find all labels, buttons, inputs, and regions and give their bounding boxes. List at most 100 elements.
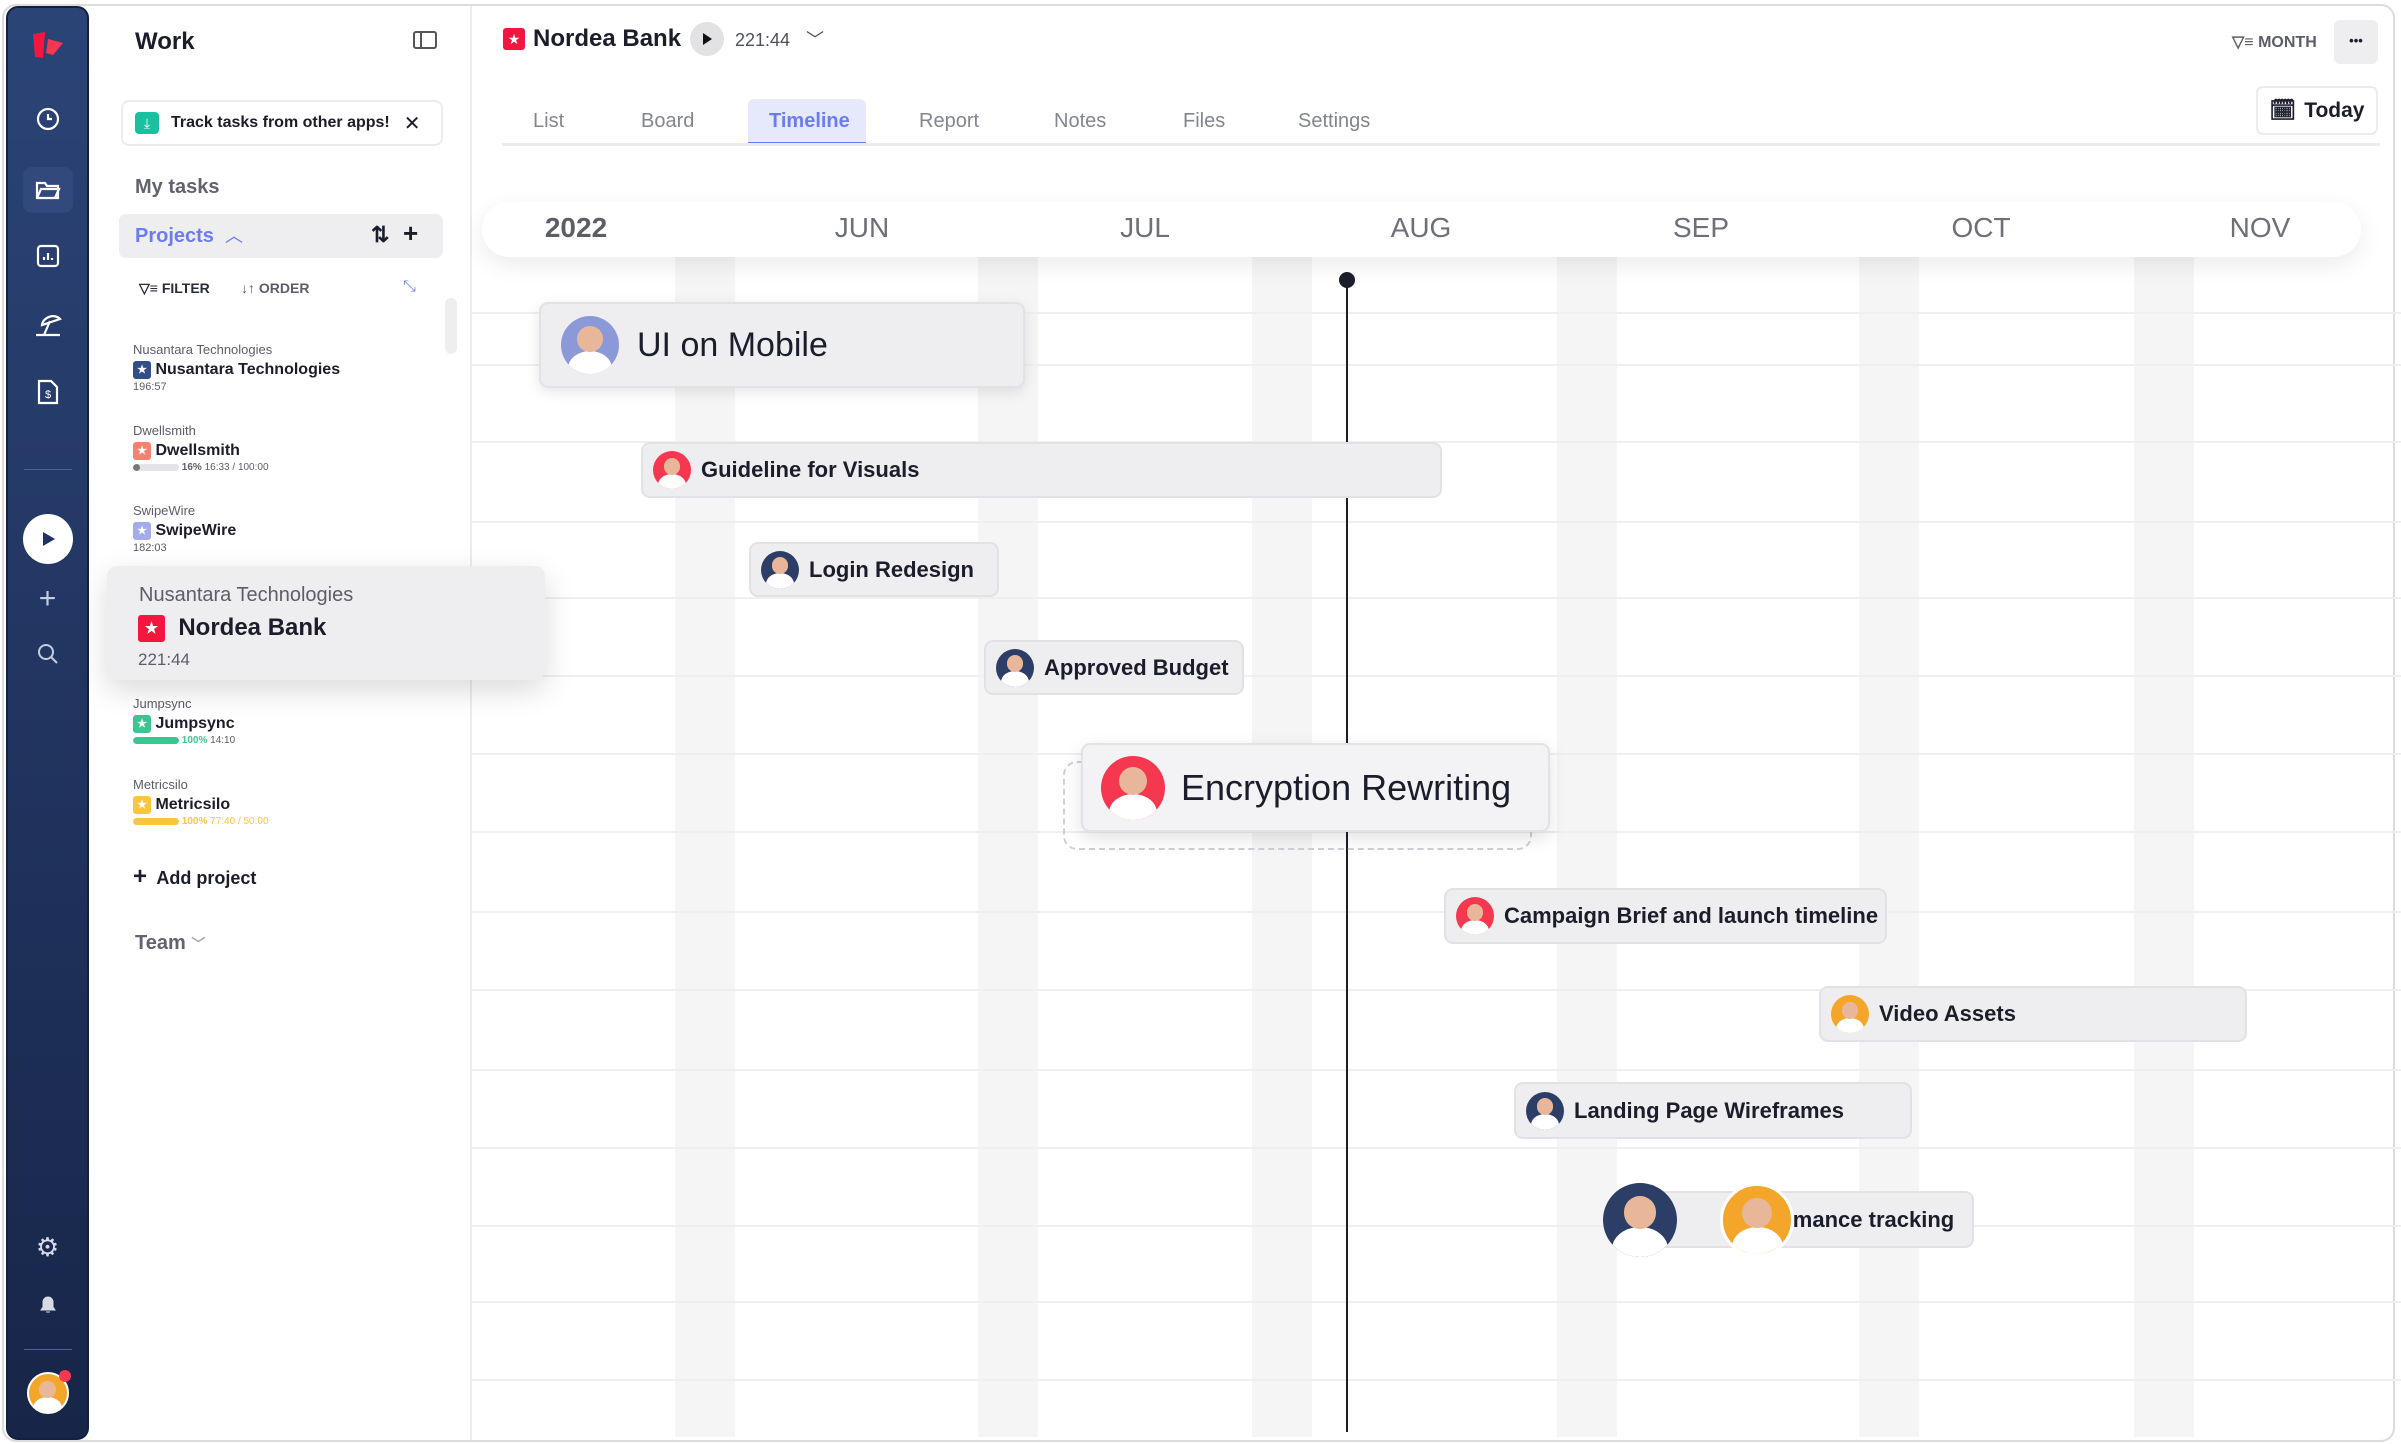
task-bar[interactable]: Video Assets [1819, 986, 2247, 1042]
project-time: 221:44 [138, 650, 190, 669]
star-icon: ★ [133, 715, 151, 733]
month-label: NOV [2229, 212, 2291, 243]
project-time: 196:57 [133, 381, 167, 394]
project-item[interactable]: Metricsilo ★ Metricsilo 100% 77:40 / 50:… [133, 777, 269, 827]
project-item[interactable]: Jumpsync ★ Jumpsync 100% 14:10 [133, 696, 235, 746]
project-item[interactable]: Dwellsmith ★ Dwellsmith 16% 16:33 / 100:… [133, 423, 269, 473]
task-bar[interactable]: Campaign Brief and launch timeline [1444, 888, 1887, 944]
today-marker [1339, 272, 1355, 288]
folder-icon[interactable] [22, 167, 73, 213]
project-item-dragging[interactable]: Nusantara Technologies ★ Nordea Bank 221… [107, 566, 545, 680]
tab-notes[interactable]: Notes [1054, 110, 1107, 132]
order-button[interactable]: ↓↑ ORDER [241, 280, 310, 296]
clock-icon[interactable] [35, 106, 61, 136]
star-icon: ★ [133, 522, 151, 540]
task-bar[interactable]: Approved Budget [984, 640, 1244, 695]
today-button[interactable]: 🗓 Today [2256, 86, 2378, 135]
play-icon[interactable] [22, 514, 73, 564]
month-label: SEP [1672, 212, 1730, 243]
chart-icon[interactable] [36, 244, 60, 272]
filter-button[interactable]: ▽≡ FILTER [139, 280, 210, 296]
chevron-down-icon[interactable]: ﹀ [806, 30, 824, 50]
project-name: Nusantara Technologies [155, 361, 341, 379]
timer-value: 221:44 [735, 30, 791, 50]
plus-icon: + [133, 863, 148, 890]
tab-report[interactable]: Report [919, 110, 980, 132]
collapse-all-icon[interactable]: ⤡ [403, 278, 416, 295]
more-button[interactable]: ••• [2334, 20, 2378, 64]
project-item[interactable]: SwipeWire ★ SwipeWire 182:03 [133, 503, 236, 554]
today-line [1346, 280, 1348, 1432]
start-timer-button[interactable] [690, 22, 724, 56]
row-divider [472, 1069, 2401, 1071]
avatar [561, 316, 619, 374]
tab-files[interactable]: Files [1183, 110, 1226, 132]
star-icon: ★ [133, 442, 151, 460]
projects-header[interactable]: Projects ︿ ⇅ + [119, 214, 443, 258]
row-divider [472, 597, 2401, 599]
collapse-sidebar-icon[interactable] [413, 30, 437, 55]
add-icon[interactable]: + [403, 218, 419, 248]
divider [24, 469, 72, 470]
weekend-stripe [675, 257, 735, 1437]
avatar[interactable] [26, 1370, 71, 1418]
row-divider [472, 989, 2401, 991]
project-time: 77:40 / 50:00 [210, 816, 269, 828]
add-project-label: Add project [156, 868, 257, 888]
task-bar[interactable]: Landing Page Wireframes [1514, 1082, 1912, 1139]
project-time: 16:33 / 100:00 [204, 462, 269, 474]
progress-bar [133, 464, 179, 472]
track-tasks-banner[interactable]: ⤓ Track tasks from other apps! ✕ [121, 100, 443, 146]
task-bar[interactable]: Performance tracking [1640, 1191, 1974, 1248]
project-name: SwipeWire [155, 522, 237, 540]
task-bar[interactable]: UI on Mobile [539, 302, 1025, 388]
add-project-button[interactable]: + Add project [133, 863, 256, 891]
plus-icon[interactable]: + [38, 582, 57, 615]
logo[interactable] [31, 31, 65, 65]
project-item[interactable]: Nusantara Technologies ★ Nusantara Techn… [133, 342, 340, 393]
tab-list[interactable]: List [533, 110, 565, 132]
progress-pct: 16% [181, 462, 202, 474]
bell-icon[interactable] [37, 1293, 59, 1319]
avatar [996, 648, 1034, 687]
tab-settings[interactable]: Settings [1298, 110, 1371, 132]
my-tasks[interactable]: My tasks [135, 176, 220, 198]
scrollbar[interactable] [445, 298, 457, 354]
weekend-stripe [1859, 257, 1919, 1437]
svg-text:$: $ [44, 389, 50, 401]
client-name: Jumpsync [133, 696, 192, 711]
avatar [1720, 1183, 1795, 1257]
team-section[interactable]: Team ﹀ [135, 932, 205, 955]
invoice-icon[interactable]: $ [37, 379, 59, 409]
tab-board[interactable]: Board [641, 110, 695, 132]
avatar [1526, 1091, 1564, 1130]
project-time: 14:10 [210, 735, 236, 747]
task-label: Video Assets [1879, 1001, 2016, 1026]
tab-timeline[interactable]: Timeline [769, 110, 850, 132]
umbrella-icon[interactable] [34, 313, 62, 341]
task-bar[interactable]: Login Redesign [749, 542, 999, 597]
year-label: 2022 [544, 212, 608, 243]
search-icon[interactable] [37, 643, 59, 669]
task-bar-dragging[interactable]: Encryption Rewriting [1081, 743, 1550, 832]
avatar [653, 451, 691, 489]
month-label: AUG [1390, 212, 1452, 243]
progress-bar [133, 737, 179, 745]
client-name: SwipeWire [133, 503, 196, 518]
project-name: Dwellsmith [155, 442, 240, 460]
gear-icon[interactable]: ⚙ [35, 1232, 60, 1262]
avatar [1101, 755, 1165, 820]
filter-icon: ▽≡ [2232, 34, 2254, 51]
chevron-up-icon[interactable]: ︿ [225, 226, 243, 246]
month-view-button[interactable]: ▽≡ MONTH [2232, 32, 2317, 52]
sort-icon[interactable]: ⇅ [371, 222, 390, 247]
client-name: Nusantara Technologies [133, 342, 273, 357]
weekend-stripe [978, 257, 1038, 1437]
task-label: UI on Mobile [637, 325, 828, 364]
task-bar[interactable]: Guideline for Visuals [641, 442, 1442, 498]
close-icon[interactable]: ✕ [403, 112, 421, 135]
tabs-underline [502, 143, 2380, 146]
play-icon [703, 33, 712, 45]
project-name: Metricsilo [155, 796, 231, 814]
order-label: ORDER [258, 280, 310, 296]
